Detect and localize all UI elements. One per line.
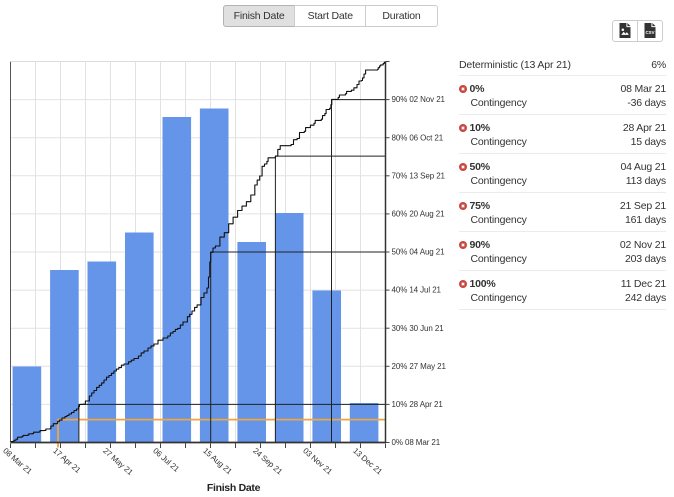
svg-text:20% 27 May 21: 20% 27 May 21 bbox=[392, 362, 447, 371]
svg-text:03 Nov 21: 03 Nov 21 bbox=[301, 446, 334, 477]
svg-text:27 May 21: 27 May 21 bbox=[101, 446, 135, 477]
svg-text:08 Mar 21: 08 Mar 21 bbox=[1, 446, 34, 476]
svg-text:24 Sep 21: 24 Sep 21 bbox=[251, 446, 284, 477]
svg-text:CSV: CSV bbox=[645, 30, 654, 35]
svg-text:17 Apr 21: 17 Apr 21 bbox=[51, 446, 83, 475]
svg-text:40% 14 Jul 21: 40% 14 Jul 21 bbox=[392, 286, 442, 295]
svg-text:90% 02 Nov 21: 90% 02 Nov 21 bbox=[392, 95, 446, 104]
svg-text:80% 06 Oct 21: 80% 06 Oct 21 bbox=[392, 133, 444, 142]
svg-text:15 Aug 21: 15 Aug 21 bbox=[201, 446, 234, 476]
svg-text:60% 20 Aug 21: 60% 20 Aug 21 bbox=[392, 210, 446, 219]
svg-text:50% 04 Aug 21: 50% 04 Aug 21 bbox=[392, 248, 446, 257]
svg-text:13 Dec 21: 13 Dec 21 bbox=[351, 446, 384, 477]
svg-text:70% 13 Sep 21: 70% 13 Sep 21 bbox=[392, 171, 446, 180]
svg-text:30% 30 Jun 21: 30% 30 Jun 21 bbox=[392, 324, 445, 333]
svg-text:0% 08 Mar 21: 0% 08 Mar 21 bbox=[392, 438, 441, 447]
svg-text:06 Jul 21: 06 Jul 21 bbox=[151, 446, 181, 474]
svg-text:Finish Date: Finish Date bbox=[207, 482, 261, 494]
svg-text:10% 28 Apr 21: 10% 28 Apr 21 bbox=[392, 400, 444, 409]
